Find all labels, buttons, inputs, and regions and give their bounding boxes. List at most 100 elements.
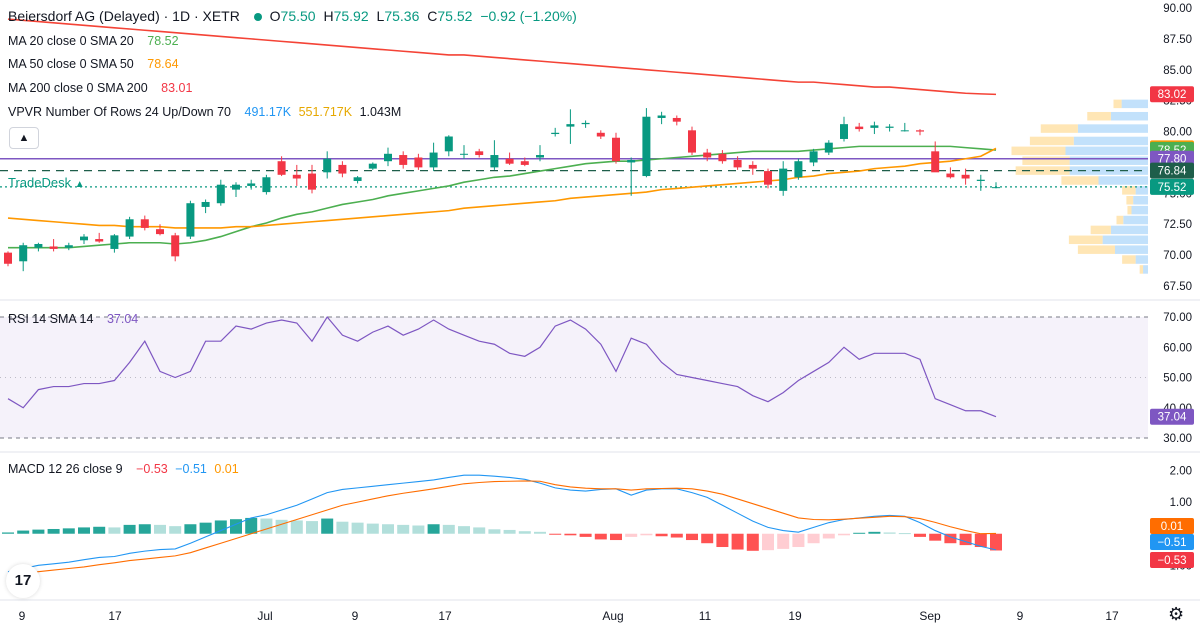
candle-body (855, 126, 864, 130)
vpvr-down-value: 551.717K (298, 105, 353, 119)
price-tick-label: 67.50 (1163, 281, 1192, 293)
ohlc-low-label: L (376, 8, 385, 24)
vpvr-up-bar (1061, 176, 1099, 185)
candle-body (779, 168, 788, 191)
macd-histogram-bar (397, 524, 410, 534)
rsi-tick-label: 70.00 (1163, 312, 1192, 324)
candle-body (384, 153, 392, 162)
macd-histogram-bar (944, 533, 957, 544)
vpvr-up-bar (1126, 195, 1134, 205)
rsi-label: RSI 14 SMA 14 (8, 312, 94, 326)
x-tick-label: 9 (19, 609, 26, 623)
candle-body (368, 163, 377, 169)
macd-histogram-bar (108, 527, 121, 534)
macd-histogram-bar (838, 533, 850, 536)
candle-body (308, 173, 316, 190)
symbol-legend: Beiersdorf AG (Delayed) · 1D · XETR O75.… (8, 8, 581, 24)
macd-histogram-bar (47, 528, 60, 534)
vpvr-down-bar (1098, 176, 1148, 185)
macd-histogram-bar (883, 532, 896, 534)
ma20-value: 78.52 (147, 34, 179, 48)
vpvr-up-bar (1087, 111, 1111, 121)
macd-histogram-bar (655, 533, 668, 537)
vpvr-up-bar (1029, 136, 1074, 146)
ma200-legend[interactable]: MA 200 close 0 SMA 200 83.01 (8, 80, 196, 96)
candle-body (277, 161, 286, 175)
ma50-legend[interactable]: MA 50 close 0 SMA 50 78.64 (8, 56, 183, 72)
candle-body (566, 124, 575, 127)
candle-body (34, 243, 43, 248)
ohlc-change: −0.92 (−1.20%) (480, 8, 577, 24)
candle-body (718, 153, 727, 162)
candle-body (475, 151, 484, 156)
macd-pane[interactable] (2, 474, 1002, 576)
rsi-value: 37.04 (106, 312, 139, 326)
vpvr-up-bar (1122, 186, 1136, 195)
ma200-label: MA 200 close 0 SMA 200 (8, 81, 148, 95)
macd-tick-label: 2.00 (1170, 465, 1192, 477)
collapse-legend-button[interactable]: ▲ (9, 127, 39, 149)
candle-body (612, 137, 620, 162)
candle-body (414, 157, 423, 168)
tradedesk-text: TradeDesk (8, 175, 72, 190)
macd-label-box (1150, 518, 1194, 534)
ma50-line (7, 147, 997, 229)
rsi-legend[interactable]: RSI 14 SMA 14 37.04 (8, 311, 142, 327)
gear-icon[interactable]: ⚙ (1168, 604, 1185, 624)
candle-body (399, 155, 408, 165)
vpvr-down-bar (1110, 225, 1148, 235)
price-pane[interactable] (0, 18, 1148, 274)
candle-body (961, 174, 970, 179)
vpvr-down-bar (1131, 205, 1148, 215)
candle-body (429, 152, 438, 168)
candle-body (916, 130, 924, 132)
candle-body (140, 219, 149, 228)
candle-body (80, 236, 88, 241)
ma20-legend[interactable]: MA 20 close 0 SMA 20 78.52 (8, 33, 183, 49)
x-tick-label: 19 (788, 609, 802, 623)
candle-body (353, 177, 362, 181)
macd-histogram-bar (17, 530, 30, 534)
candle-body (125, 219, 134, 237)
rsi-tick-label: 60.00 (1163, 342, 1192, 354)
candle-body (505, 158, 514, 164)
ohlc-close: 75.52 (437, 8, 473, 24)
vpvr-up-bar (1122, 255, 1136, 264)
candle-body (444, 136, 453, 152)
vpvr-legend[interactable]: VPVR Number Of Rows 24 Up/Down 70 491.17… (8, 104, 405, 120)
tradingview-logo-icon[interactable]: 17 (6, 564, 40, 598)
ohlc-high-label: H (323, 8, 334, 24)
x-tick-label: 17 (108, 609, 122, 623)
tradedesk-label[interactable]: TradeDesk ▲ (8, 175, 85, 190)
ma50-value: 78.64 (147, 57, 179, 71)
macd-histogram-bar (822, 533, 835, 539)
candle-body (323, 158, 332, 173)
price-tick-label: 85.00 (1163, 65, 1192, 77)
candle-body (95, 239, 104, 242)
macd-histogram-bar (306, 521, 318, 534)
ohlc-high: 75.92 (333, 8, 369, 24)
macd-histogram-bar (898, 533, 911, 535)
vpvr-down-bar (1115, 245, 1148, 254)
macd-legend[interactable]: MACD 12 26 close 9 −0.53 −0.51 0.01 (8, 461, 243, 477)
rsi-tick-label: 50.00 (1163, 373, 1192, 385)
macd-histogram-bar (184, 524, 197, 534)
candle-body (536, 155, 544, 158)
macd-histogram-bar (366, 523, 379, 534)
ma200-value: 83.01 (161, 81, 193, 95)
macd-signal-value: 0.01 (214, 462, 239, 476)
price-tick-label: 87.50 (1163, 34, 1192, 46)
macd-histogram-bar (579, 533, 592, 537)
candle-body (338, 164, 347, 174)
vpvr-up-value: 491.17K (244, 105, 292, 119)
macd-tick-label: 1.00 (1170, 497, 1192, 509)
candle-body (657, 115, 666, 118)
candle-body (794, 161, 803, 178)
candle-body (672, 117, 681, 122)
vpvr-up-bar (1113, 99, 1122, 109)
candle-body (186, 203, 195, 237)
macd-histogram-bar (990, 533, 1002, 551)
rsi-pane[interactable] (0, 315, 1148, 439)
vpvr-up-bar (1116, 215, 1124, 225)
